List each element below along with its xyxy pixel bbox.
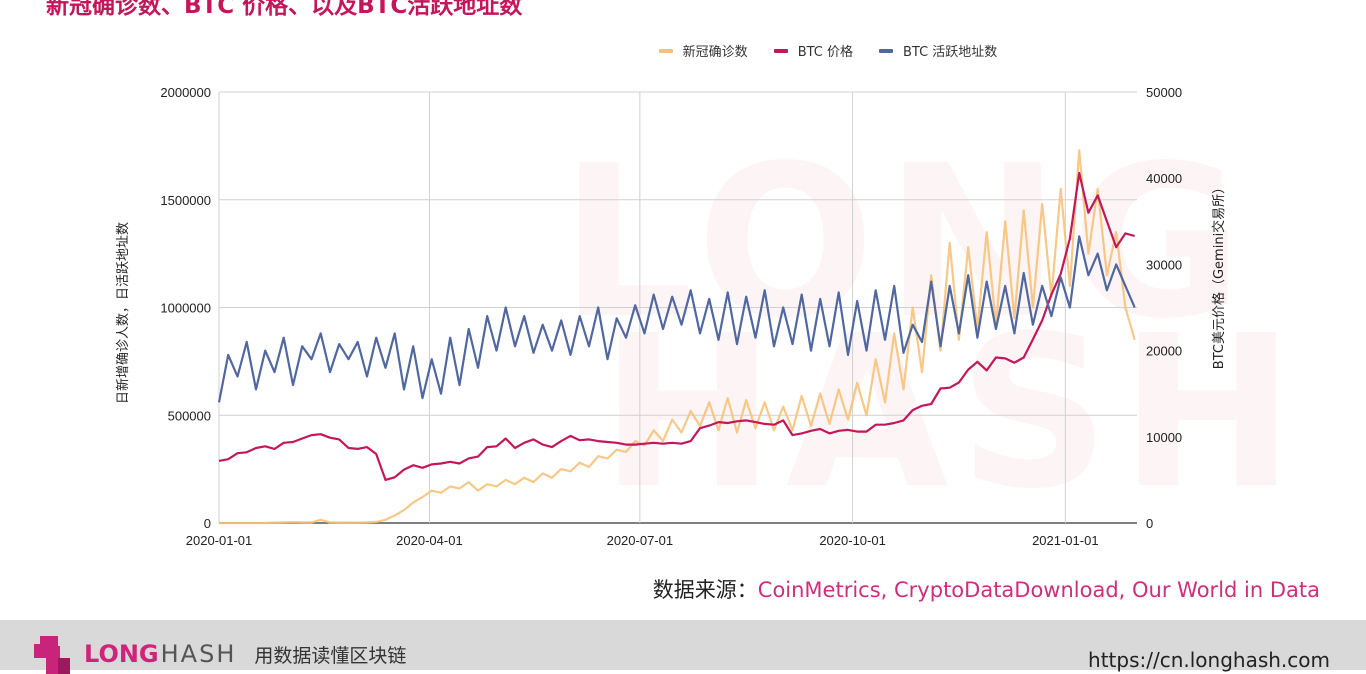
x-tick-label: 2020-10-01 (819, 533, 886, 548)
legend-label-covid: 新冠确诊数 (682, 45, 748, 60)
legend-swatch-active-addresses (879, 48, 893, 53)
y-axis-title-left: 日新增确诊人数，日活跃地址数 (115, 222, 131, 404)
legend-label-btc-price: BTC 价格 (797, 45, 853, 60)
legend-swatch-covid (658, 48, 673, 53)
dragon-logo-icon (34, 634, 76, 674)
legend-swatch-btc-price (773, 48, 788, 53)
source-links: CoinMetrics, CryptoDataDownload, Our Wor… (757, 578, 1320, 602)
x-tick-label: 2021-01-01 (1032, 533, 1099, 548)
legend-item-active-addresses: BTC 活跃地址数 (879, 41, 997, 60)
y-tick-label-right: 0 (1146, 516, 1153, 531)
y-tick-label-right: 50000 (1146, 85, 1182, 100)
y-tick-label-left: 500000 (168, 408, 211, 423)
y-tick-label-right: 40000 (1146, 171, 1182, 186)
y-tick-label-left: 1000000 (160, 301, 211, 316)
footer-bar: LONG HASH 用数据读懂区块链 https://cn.longhash.c… (0, 620, 1366, 674)
chart-title: 新冠确诊数、BTC 价格、以及BTC活跃地址数 (46, 0, 523, 19)
y-tick-label-left: 2000000 (160, 85, 211, 100)
brand-long: LONG (84, 640, 159, 668)
brand-hash: HASH (160, 640, 237, 668)
x-tick-label: 2020-04-01 (396, 533, 463, 548)
chart-legend: 新冠确诊数 BTC 价格 BTC 活跃地址数 (0, 41, 1366, 60)
legend-label-active-addresses: BTC 活跃地址数 (903, 45, 998, 60)
brand-slogan: 用数据读懂区块链 (254, 644, 407, 667)
series-line-btc-active-addresses (217, 235, 1136, 403)
y-tick-label-left: 1500000 (160, 193, 211, 208)
data-source: 数据来源：CoinMetrics, CryptoDataDownload, Ou… (653, 574, 1320, 604)
y-tick-label-right: 10000 (1146, 430, 1182, 445)
series-line-covid-cases (219, 149, 1136, 525)
source-label: 数据来源： (652, 578, 758, 602)
legend-item-covid: 新冠确诊数 (658, 41, 748, 60)
series-line-btc-price (218, 171, 1135, 481)
legend-item-btc-price: BTC 价格 (773, 41, 853, 60)
y-tick-label-right: 30000 (1146, 257, 1182, 272)
site-url-link[interactable]: https://cn.longhash.com (1088, 648, 1330, 672)
y-tick-label-left: 0 (204, 516, 211, 531)
chart-plot: 0 500000 1000000 1500000 2000000 0 10000 20000 3… (115, 85, 1227, 548)
x-tick-label: 2020-01-01 (186, 533, 253, 548)
longhash-logo[interactable]: LONG HASH 用数据读懂区块链 (34, 634, 406, 674)
y-tick-label-right: 20000 (1146, 344, 1182, 359)
y-axis-title-right: BTC美元价格（Gemini交易所） (1211, 181, 1227, 369)
x-tick-label: 2020-07-01 (607, 533, 674, 548)
